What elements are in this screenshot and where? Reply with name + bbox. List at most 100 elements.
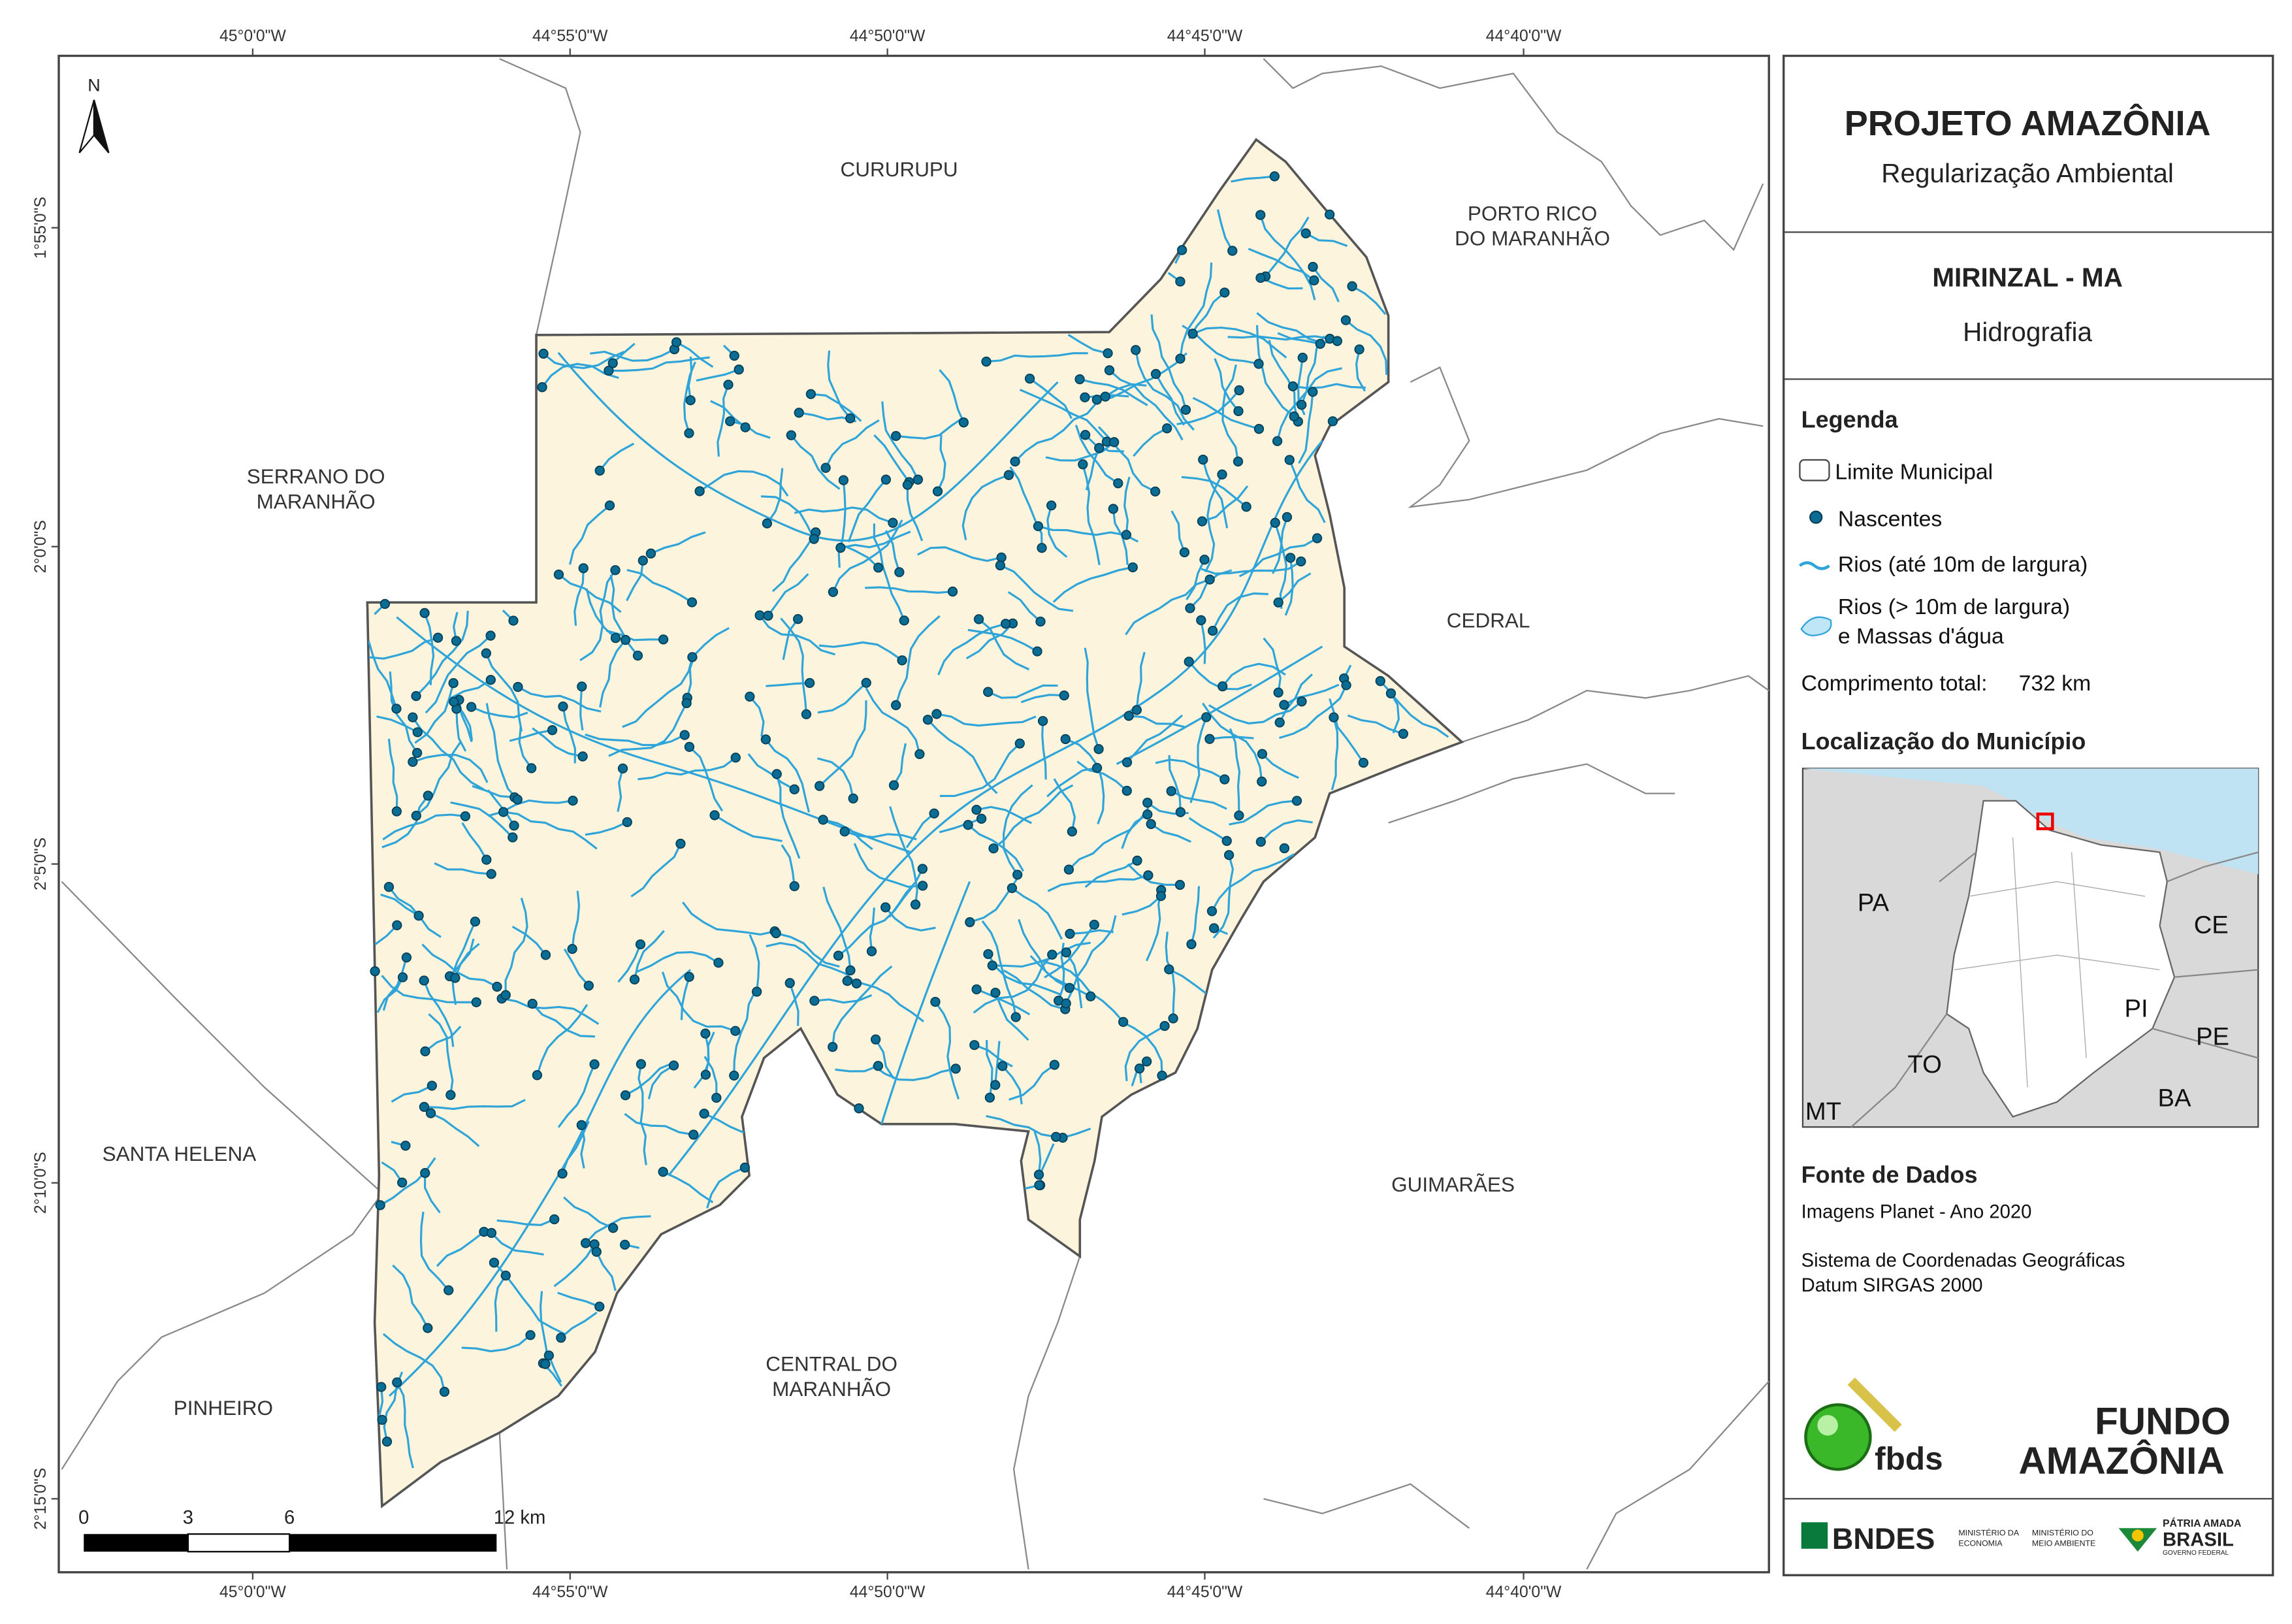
spring bbox=[379, 598, 390, 609]
spring bbox=[1001, 619, 1011, 629]
river bbox=[1221, 364, 1240, 462]
spring bbox=[412, 747, 423, 758]
spring bbox=[1187, 329, 1198, 339]
river bbox=[884, 530, 901, 573]
ministry-text: MEIO AMBIENTE bbox=[2032, 1538, 2096, 1548]
spring bbox=[723, 380, 734, 390]
river bbox=[461, 822, 488, 860]
longitude-label: 44°40'0"W bbox=[1486, 1583, 1562, 1601]
municipality: MIRINZAL - MA bbox=[1932, 263, 2122, 293]
spring bbox=[963, 820, 973, 830]
spring bbox=[752, 986, 762, 997]
spring bbox=[1253, 359, 1264, 369]
river bbox=[381, 975, 477, 1003]
river bbox=[455, 709, 467, 752]
river bbox=[693, 1033, 710, 1089]
boundary bbox=[1586, 1380, 1770, 1570]
river bbox=[391, 1084, 433, 1103]
river bbox=[624, 1062, 674, 1097]
river bbox=[590, 348, 675, 362]
spring bbox=[1032, 646, 1042, 657]
river bbox=[1212, 592, 1268, 632]
river bbox=[1108, 369, 1184, 441]
spring bbox=[950, 1064, 961, 1074]
spring bbox=[400, 1141, 411, 1151]
spring bbox=[1067, 826, 1078, 837]
spring bbox=[391, 806, 402, 817]
bndes-mark bbox=[1801, 1522, 1828, 1549]
spring bbox=[1059, 690, 1069, 701]
spring bbox=[828, 1041, 838, 1052]
river bbox=[1227, 335, 1331, 341]
spring bbox=[481, 648, 491, 658]
river bbox=[1067, 334, 1108, 355]
spring bbox=[818, 815, 828, 825]
spring bbox=[1175, 276, 1186, 287]
river bbox=[994, 1041, 1001, 1086]
spring bbox=[1354, 344, 1364, 355]
river bbox=[1293, 383, 1366, 389]
river bbox=[1155, 373, 1186, 426]
river bbox=[696, 368, 739, 382]
river bbox=[767, 573, 809, 617]
spring bbox=[1007, 883, 1018, 894]
river bbox=[1211, 853, 1295, 912]
river bbox=[1265, 216, 1310, 278]
river bbox=[1085, 447, 1101, 491]
river bbox=[1082, 464, 1101, 566]
river bbox=[937, 623, 1007, 675]
river bbox=[638, 1064, 647, 1165]
spring bbox=[1034, 1180, 1044, 1190]
river bbox=[939, 817, 982, 834]
spring bbox=[789, 881, 799, 892]
spring bbox=[699, 1109, 709, 1119]
river bbox=[865, 586, 953, 594]
river bbox=[816, 757, 854, 799]
spring bbox=[508, 615, 519, 626]
river bbox=[532, 1003, 596, 1038]
river bbox=[1260, 819, 1313, 843]
spring bbox=[401, 952, 412, 963]
scale-label: 0 bbox=[78, 1508, 89, 1529]
spring bbox=[861, 677, 871, 688]
spring bbox=[914, 749, 925, 759]
river bbox=[434, 862, 492, 875]
spring bbox=[709, 810, 720, 820]
river bbox=[661, 971, 736, 1032]
spring bbox=[1180, 404, 1191, 415]
spring bbox=[604, 365, 614, 376]
spring bbox=[1308, 387, 1318, 397]
river bbox=[1176, 389, 1240, 425]
river bbox=[1192, 327, 1287, 359]
boundary bbox=[1408, 366, 1764, 508]
spring bbox=[1255, 210, 1266, 220]
spring bbox=[700, 1028, 711, 1039]
spring bbox=[1131, 345, 1141, 355]
spring bbox=[411, 690, 421, 702]
river bbox=[379, 1157, 436, 1207]
spring bbox=[392, 920, 402, 931]
river bbox=[647, 1064, 675, 1099]
neighbor-label: PINHEIRO bbox=[174, 1396, 273, 1420]
spring bbox=[489, 1258, 500, 1268]
river bbox=[1347, 714, 1404, 735]
latitude-label: 2°5'0"S bbox=[32, 837, 50, 890]
river bbox=[626, 568, 693, 604]
river bbox=[710, 400, 747, 429]
spring bbox=[1159, 1020, 1170, 1031]
river bbox=[496, 1218, 555, 1226]
spring bbox=[527, 998, 538, 1009]
bndes-text: BNDES bbox=[1832, 1522, 1935, 1555]
neighbor-label: CURURUPU bbox=[841, 157, 958, 181]
river bbox=[817, 682, 867, 714]
river bbox=[758, 615, 835, 656]
river bbox=[1029, 378, 1073, 419]
river bbox=[1150, 823, 1191, 843]
longitude-label: 44°45'0"W bbox=[1167, 1583, 1243, 1601]
spring bbox=[899, 615, 909, 626]
river bbox=[1135, 651, 1146, 711]
spring bbox=[866, 946, 877, 956]
river bbox=[1065, 952, 1083, 1009]
spring bbox=[1047, 949, 1057, 960]
spring bbox=[576, 1120, 587, 1130]
